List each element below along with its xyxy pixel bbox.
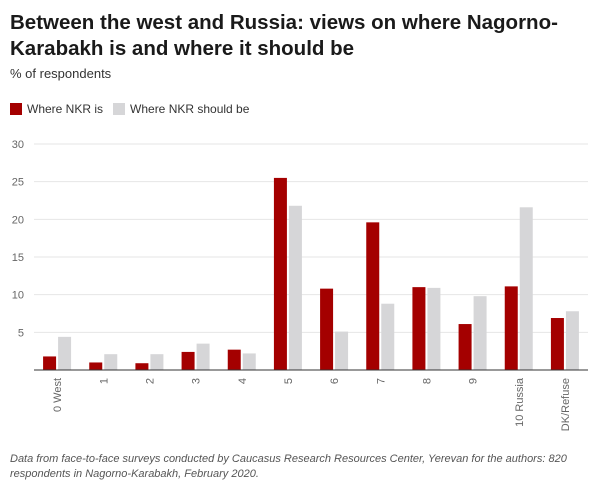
- x-tick-label: 8: [421, 378, 433, 384]
- y-tick-label: 30: [12, 139, 24, 151]
- x-tick-label: 6: [329, 378, 341, 384]
- bar-where-nkr-is: [366, 222, 380, 370]
- bar-where-nkr-is: [412, 287, 426, 370]
- bar-where-nkr-is: [458, 324, 472, 370]
- bar-where-nkr-should-be: [196, 343, 210, 370]
- bar-where-nkr-should-be: [427, 287, 441, 370]
- bar-where-nkr-should-be: [150, 354, 164, 370]
- x-tick-label: DK/Refuse: [560, 378, 572, 431]
- legend-label-should: Where NKR should be: [130, 102, 250, 116]
- bar-where-nkr-should-be: [519, 207, 533, 370]
- bar-where-nkr-is: [504, 286, 518, 370]
- y-tick-label: 20: [12, 214, 24, 226]
- chart-subtitle: % of respondents: [10, 66, 112, 81]
- bar-where-nkr-should-be: [335, 331, 349, 370]
- x-tick-label: 3: [191, 378, 203, 384]
- bar-where-nkr-should-be: [381, 303, 395, 370]
- legend-swatch-should: [113, 103, 126, 115]
- legend-label-is: Where NKR is: [27, 102, 104, 116]
- bar-where-nkr-should-be: [473, 296, 487, 370]
- bar-where-nkr-should-be: [288, 205, 302, 370]
- x-tick-label: 1: [98, 378, 110, 384]
- bar-where-nkr-should-be: [104, 354, 118, 370]
- bar-where-nkr-is: [135, 363, 149, 370]
- bar-where-nkr-is: [273, 177, 287, 370]
- bar-where-nkr-should-be: [242, 353, 256, 370]
- legend-item-is: Where NKR is: [10, 102, 103, 116]
- y-tick-label: 5: [18, 327, 24, 339]
- bar-where-nkr-is: [320, 288, 334, 370]
- x-tick-label: 9: [468, 378, 480, 384]
- source-note: Data from face-to-face surveys conducted…: [10, 453, 567, 480]
- bar-where-nkr-should-be: [565, 311, 579, 370]
- y-tick-label: 15: [12, 252, 24, 264]
- legend: Where NKR is Where NKR should be: [10, 102, 259, 116]
- y-tick-label: 25: [12, 177, 24, 189]
- x-tick-label: 10 Russia: [514, 377, 526, 427]
- x-tick-label: 4: [237, 378, 249, 384]
- x-tick-label: 7: [375, 378, 387, 384]
- bar-where-nkr-is: [181, 351, 195, 370]
- bar-where-nkr-is: [227, 349, 241, 370]
- x-tick-label: 5: [283, 378, 295, 384]
- bar-where-nkr-is: [89, 362, 103, 370]
- bar-where-nkr-should-be: [58, 336, 72, 370]
- y-tick-label: 10: [12, 290, 24, 302]
- bar-where-nkr-is: [550, 318, 564, 370]
- x-tick-label: 2: [144, 378, 156, 384]
- chart-title: Between the west and Russia: views on wh…: [10, 11, 558, 60]
- x-tick-label: 0 West: [52, 378, 64, 412]
- legend-swatch-is: [10, 103, 22, 115]
- bar-chart: 5 10 15 20 25 30 0 West 1 2 3 4 5 6 7 8 9 10 Russia DK/Re…: [12, 139, 588, 431]
- legend-item-should: Where NKR should be: [113, 102, 249, 116]
- bar-where-nkr-is: [43, 356, 57, 370]
